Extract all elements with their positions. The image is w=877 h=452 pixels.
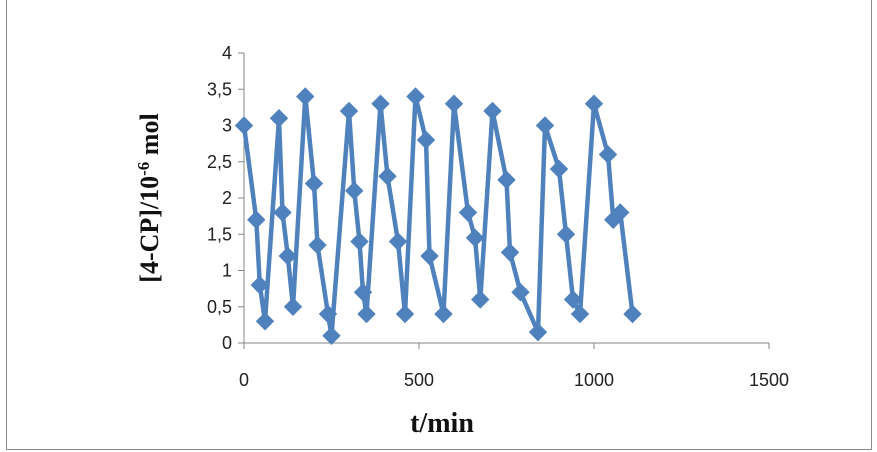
data-point-marker (458, 203, 478, 222)
data-point-marker (304, 174, 324, 193)
data-point-marker (247, 210, 266, 229)
data-point-marker (483, 101, 502, 121)
data-point-marker (465, 228, 485, 248)
y-tick-label: 0,5 (207, 297, 232, 317)
data-point-marker (416, 130, 436, 150)
data-point-marker (549, 159, 569, 179)
data-point-marker (511, 283, 530, 302)
data-point-marker (357, 304, 376, 324)
y-tick-label: 1 (222, 261, 232, 281)
data-point-marker (471, 290, 490, 309)
x-tick-label: 1000 (574, 370, 614, 390)
data-point-marker (388, 232, 408, 251)
y-axis-title-unit: mol (135, 113, 164, 161)
x-axis-title: t/min (410, 408, 474, 439)
data-point-marker (278, 246, 297, 266)
data-point-marker (353, 283, 373, 302)
chart-frame (6, 0, 872, 450)
y-tick-label: 3,5 (207, 79, 232, 99)
y-tick-label: 2 (222, 188, 232, 208)
x-tick-label: 0 (239, 370, 249, 390)
data-point-marker (345, 181, 364, 200)
data-point-marker (371, 94, 390, 113)
data-point-marker (500, 243, 520, 262)
y-tick-label: 4 (222, 43, 232, 63)
data-point-marker (234, 116, 254, 135)
axes (238, 52, 770, 349)
data-point-marker (434, 304, 453, 324)
data-point-marker (250, 275, 269, 295)
y-tick-label: 0 (222, 333, 232, 353)
y-axis-title: [4-CP]/10-6 mol (134, 113, 165, 282)
data-point-marker (308, 235, 327, 255)
data-point-marker (611, 203, 630, 222)
y-tick-label: 3 (222, 116, 232, 136)
y-tick-label: 1,5 (207, 224, 232, 244)
data-point-marker (318, 304, 338, 324)
data-point-marker (322, 326, 341, 345)
data-point-marker (339, 101, 359, 121)
x-tick-label: 500 (404, 370, 434, 390)
y-tick-label: 2,5 (207, 152, 232, 172)
data-point-marker (563, 290, 583, 309)
data-point-marker (255, 312, 275, 331)
data-point-marker (269, 109, 289, 128)
y-axis-title-exponent: -6 (134, 162, 153, 176)
data-point-marker (598, 145, 618, 164)
data-point-marker (570, 304, 590, 324)
data-point-marker (395, 304, 415, 324)
x-tick-label: 1500 (749, 370, 789, 390)
data-point-marker (623, 304, 642, 324)
data-point-marker (535, 116, 555, 135)
y-axis-title-main: [4-CP]/10 (135, 176, 164, 283)
data-point-marker (497, 170, 516, 190)
data-point-marker (444, 94, 464, 113)
data-point-marker (296, 87, 315, 106)
data-series (234, 87, 642, 345)
data-point-marker (406, 87, 425, 106)
data-point-marker (273, 203, 292, 222)
data-point-marker (420, 246, 439, 266)
data-point-marker (556, 225, 576, 244)
data-point-marker (528, 322, 548, 342)
data-point-marker (283, 297, 303, 316)
tick-labels: 0 0,5 1 1,5 2 2,5 3 3,5 4 0 500 1000 1500 (207, 43, 789, 390)
data-point-marker (584, 94, 604, 113)
data-point-marker (350, 232, 369, 251)
data-point-marker (378, 167, 397, 186)
